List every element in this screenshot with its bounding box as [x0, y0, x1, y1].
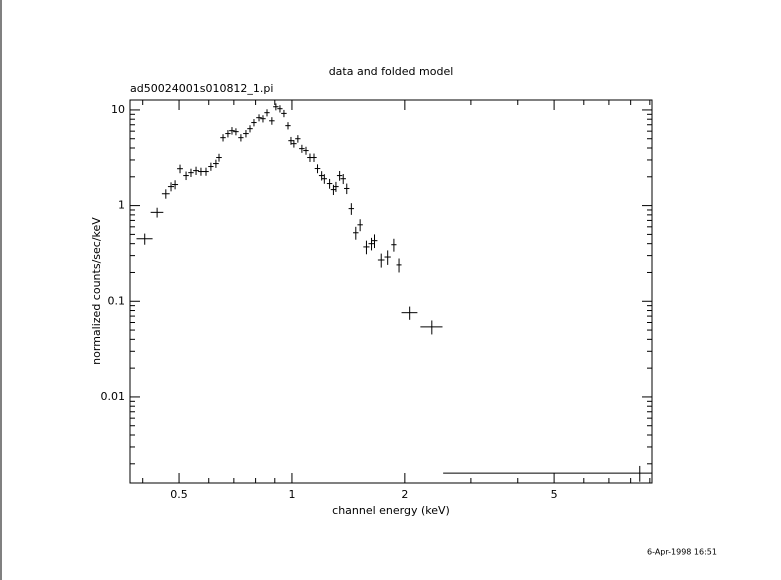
x-axis-label: channel energy (keV) [332, 504, 450, 517]
y-tick-label: 1 [118, 199, 125, 212]
x-tick-label: 1 [288, 488, 295, 501]
y-axis-label: normalized counts/sec/keV [90, 217, 103, 365]
y-tick-label: 10 [111, 103, 125, 116]
x-tick-label: 5 [551, 488, 558, 501]
x-tick-label: 2 [401, 488, 408, 501]
y-tick-label: 0.1 [108, 294, 126, 307]
chart-subtitle: ad50024001s010812_1.pi [130, 82, 273, 95]
x-tick-label: 0.5 [170, 488, 188, 501]
timestamp: 6-Apr-1998 16:51 [647, 548, 717, 557]
plot-frame [129, 99, 653, 484]
chart-title: data and folded model [329, 65, 454, 78]
y-tick-label: 0.01 [101, 390, 126, 403]
